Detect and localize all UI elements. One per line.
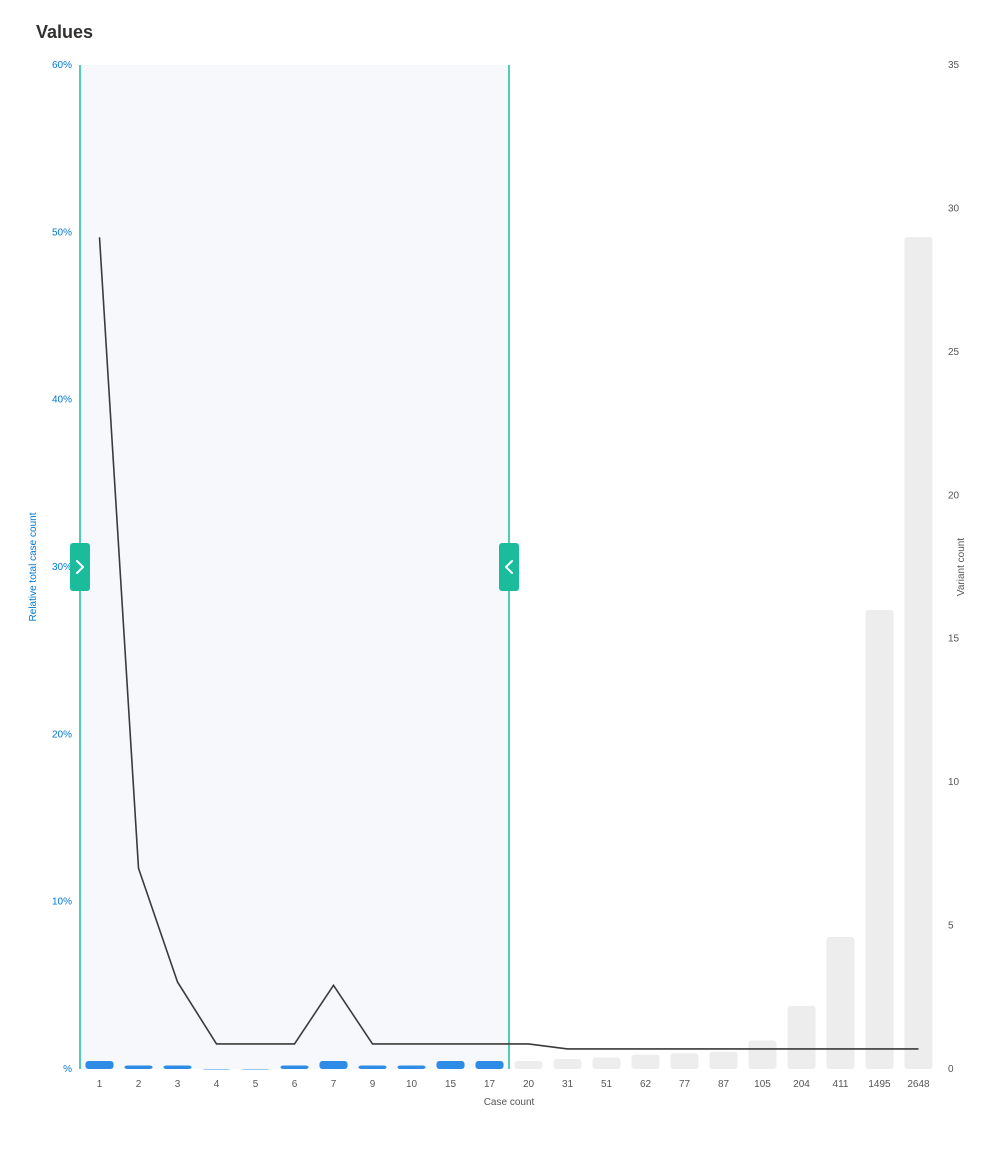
svg-text:6: 6 xyxy=(292,1079,298,1090)
svg-text:15: 15 xyxy=(948,634,960,645)
svg-text:411: 411 xyxy=(833,1079,849,1090)
svg-text:50%: 50% xyxy=(52,227,72,238)
svg-text:204: 204 xyxy=(793,1079,810,1090)
svg-text:20: 20 xyxy=(948,490,960,501)
svg-text:35: 35 xyxy=(948,60,960,71)
chevron-right-icon xyxy=(75,560,85,574)
svg-text:20: 20 xyxy=(523,1079,535,1090)
svg-text:77: 77 xyxy=(679,1079,691,1090)
svg-text:51: 51 xyxy=(601,1079,613,1090)
svg-text:1495: 1495 xyxy=(868,1079,891,1090)
range-handle-right[interactable] xyxy=(499,543,519,591)
svg-text:Case count: Case count xyxy=(484,1097,535,1108)
values-chart: 10%20%30%40%50%60%%051015202530351234567… xyxy=(28,57,964,1137)
svg-text:Relative total case count: Relative total case count xyxy=(28,512,39,621)
svg-text:9: 9 xyxy=(370,1079,376,1090)
chart-canvas: 10%20%30%40%50%60%%051015202530351234567… xyxy=(28,57,964,1137)
svg-text:7: 7 xyxy=(331,1079,337,1090)
svg-text:30: 30 xyxy=(948,203,960,214)
svg-text:25: 25 xyxy=(948,347,960,358)
svg-text:5: 5 xyxy=(253,1079,259,1090)
svg-text:31: 31 xyxy=(562,1079,574,1090)
svg-text:20%: 20% xyxy=(52,729,72,740)
svg-text:60%: 60% xyxy=(52,60,72,71)
range-handle-left[interactable] xyxy=(70,543,90,591)
svg-text:40%: 40% xyxy=(52,395,72,406)
svg-text:10%: 10% xyxy=(52,897,72,908)
svg-text:Variant count: Variant count xyxy=(956,538,964,596)
svg-text:87: 87 xyxy=(718,1079,730,1090)
svg-text:1: 1 xyxy=(97,1079,103,1090)
svg-text:105: 105 xyxy=(754,1079,771,1090)
svg-text:5: 5 xyxy=(948,921,954,932)
svg-text:10: 10 xyxy=(948,777,960,788)
svg-text:2: 2 xyxy=(136,1079,142,1090)
svg-text:10: 10 xyxy=(406,1079,418,1090)
chevron-left-icon xyxy=(504,560,514,574)
svg-text:0: 0 xyxy=(948,1064,954,1075)
svg-text:17: 17 xyxy=(484,1079,496,1090)
svg-text:62: 62 xyxy=(640,1079,652,1090)
svg-text:15: 15 xyxy=(445,1079,457,1090)
page-title: Values xyxy=(36,22,976,43)
svg-text:%: % xyxy=(63,1064,72,1075)
page-root: Values 10%20%30%40%50%60%%05101520253035… xyxy=(0,0,996,1165)
svg-text:3: 3 xyxy=(175,1079,181,1090)
svg-text:2648: 2648 xyxy=(907,1079,930,1090)
svg-text:4: 4 xyxy=(214,1079,220,1090)
